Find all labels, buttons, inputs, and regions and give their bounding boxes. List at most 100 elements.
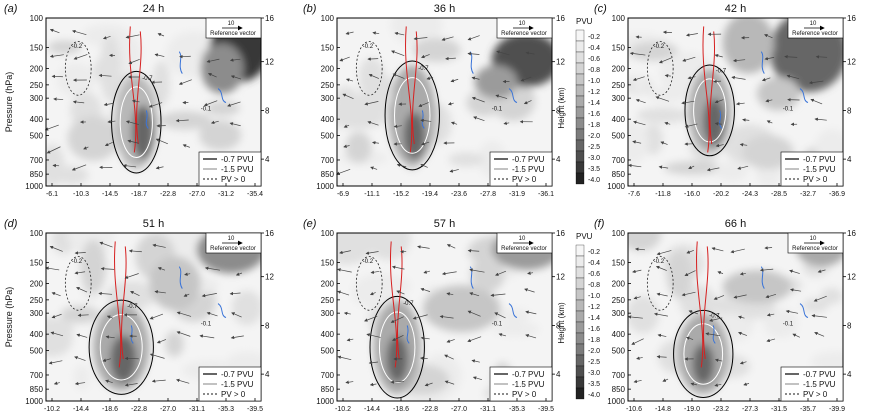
colorbar-swatch <box>575 40 585 53</box>
colorbar: PVU -0.2 -0.4 -0.6 -0.8 -1.0 -1.2 -1.4 -1.6 -1.8 -… <box>557 17 600 185</box>
pv-patch <box>354 273 411 299</box>
x-tick-label: -27.0 <box>451 406 467 413</box>
y2-tick-label: 4 <box>847 370 852 379</box>
wind-vector <box>372 141 379 145</box>
x-tick-label: -27.8 <box>480 191 496 198</box>
wind-vector <box>654 312 668 317</box>
wind-vector <box>631 338 644 345</box>
wind-vector <box>733 58 746 63</box>
wind-vector <box>368 73 380 79</box>
colorbar-swatch <box>575 84 585 97</box>
pv-core <box>666 251 693 299</box>
wind-vector <box>523 100 532 105</box>
legend-entry: PV > 0 <box>512 175 537 184</box>
reference-vector-value: 10 <box>810 21 817 27</box>
wind-vector <box>764 34 773 39</box>
wind-vector <box>420 118 432 123</box>
legend-entry: -0.7 PVU <box>512 370 545 379</box>
pv-patch <box>643 124 663 155</box>
legend-entry: PV > 0 <box>512 390 537 399</box>
wind-vector <box>420 287 431 292</box>
contour-0.7pvu <box>684 64 735 157</box>
red-contour <box>405 26 418 153</box>
pv-patch <box>82 24 131 47</box>
pv-core <box>722 18 775 74</box>
x-tick-label: -31.2 <box>218 191 234 198</box>
x-tick-label: -10.6 <box>626 406 642 413</box>
wind-vector <box>98 291 113 296</box>
wind-vector <box>339 56 350 62</box>
wind-vector <box>125 120 139 125</box>
colorbar-tick-label: -1.6 <box>588 326 600 333</box>
wind-vector <box>343 124 350 128</box>
colorbars-layer: PVU -0.2 -0.4 -0.6 -0.8 -1.0 -1.2 -1.4 -1.6 -1.8 -… <box>557 17 600 400</box>
wind-vector <box>72 100 85 104</box>
x-tick-label: -32.7 <box>800 191 816 198</box>
y-tick-label: 300 <box>612 94 626 103</box>
x-tick-label: -16.0 <box>684 191 700 198</box>
wind-vector <box>687 75 696 80</box>
reference-vector-box: 10 Reference vector <box>205 232 262 254</box>
wind-vector <box>392 73 405 79</box>
wind-vector <box>412 314 428 320</box>
wind-vector <box>682 56 696 62</box>
wind-vector <box>738 331 748 336</box>
pv-patch <box>152 60 171 107</box>
wind-vector <box>450 121 458 125</box>
wind-vector <box>396 290 405 295</box>
pv-patch <box>165 330 184 357</box>
reference-vector-value: 10 <box>228 21 235 27</box>
wind-vector <box>662 378 669 382</box>
y-axis-label: Pressure (hPa) <box>4 72 14 133</box>
x-tick-label: -14.5 <box>102 191 118 198</box>
y-tick-label: 700 <box>30 371 44 380</box>
wind-vector <box>471 96 485 103</box>
y-tick-label: 1000 <box>607 182 625 191</box>
wind-vector <box>125 34 140 39</box>
wind-vector <box>103 102 114 107</box>
wind-vector <box>467 248 480 253</box>
contour-label: -0.1 <box>783 321 794 327</box>
x-tick-label: -24.3 <box>742 191 758 198</box>
y-tick-label: 850 <box>30 385 44 394</box>
pv-shading <box>46 18 261 186</box>
wind-vector <box>127 139 139 144</box>
wind-vector <box>714 122 722 126</box>
wind-vector <box>337 268 352 273</box>
wind-vector <box>495 94 508 99</box>
y-tick-label: 100 <box>30 229 44 238</box>
pv-core <box>757 76 800 111</box>
wind-vector <box>369 291 376 296</box>
blue-contour <box>406 266 518 344</box>
y-tick-label: 150 <box>321 259 335 268</box>
legend-entry: PV > 0 <box>221 390 246 399</box>
wind-vector <box>632 76 645 82</box>
wind-vector <box>655 96 670 102</box>
wind-vector <box>467 310 481 317</box>
contour-label: -0.2 <box>654 44 665 50</box>
wind-vector <box>739 272 746 276</box>
panel-label: (c) <box>594 3 607 15</box>
wind-vector <box>53 381 60 385</box>
wind-vector <box>390 316 404 323</box>
y-tick-label: 200 <box>321 280 335 289</box>
wind-vector <box>423 270 431 274</box>
wind-vector <box>684 123 698 128</box>
red-contour <box>114 241 127 368</box>
y-tick-label: 1000 <box>25 182 43 191</box>
panel-title: 36 h <box>434 3 455 15</box>
legend-entry: -0.7 PVU <box>221 155 254 164</box>
colorbar-swatch <box>575 343 585 356</box>
panel-label: (f) <box>594 218 605 230</box>
wind-vector <box>391 50 405 57</box>
wind-vector <box>152 243 166 248</box>
wind-vector <box>711 247 724 252</box>
pv-core <box>703 98 725 146</box>
wind-vector <box>439 314 454 319</box>
wind-vector <box>629 51 646 56</box>
wind-vector <box>705 332 721 337</box>
wind-vector <box>467 35 480 41</box>
y2-tick-label: 4 <box>265 370 270 379</box>
